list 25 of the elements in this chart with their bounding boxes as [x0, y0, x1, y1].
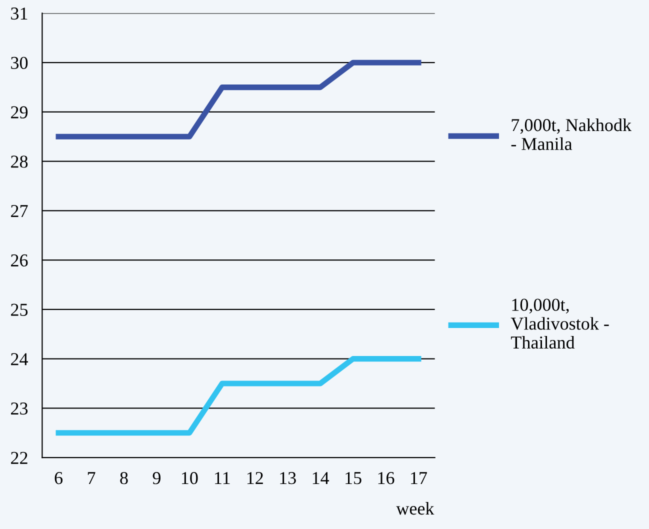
x-tick-label: 10	[182, 472, 198, 484]
legend-label: 10,000t, Vladivostok - Thailand	[510, 298, 609, 349]
y-tick-label: 27	[11, 205, 28, 217]
x-tick-label: 8	[120, 472, 128, 484]
y-tick-label: 25	[11, 304, 28, 316]
y-tick-label: 26	[11, 254, 28, 267]
y-tick-label: 22	[11, 452, 28, 464]
legend-label: 7,000t, Nakhodk - Manila	[511, 118, 632, 150]
x-tick-label: 13	[280, 472, 296, 484]
y-tick-label: 24	[11, 353, 28, 366]
x-tick-label: 16	[378, 472, 394, 484]
x-tick-label: 15	[346, 472, 362, 484]
x-tick-label: 7	[88, 472, 96, 484]
x-tick-label: 9	[152, 472, 160, 484]
x-tick-label: 6	[54, 472, 63, 484]
x-tick-label: 17	[411, 472, 427, 484]
x-tick-label: 11	[215, 472, 230, 484]
x-axis-title: week	[396, 502, 434, 515]
x-tick-label: 14	[312, 472, 330, 484]
x-tick-label: 12	[247, 472, 263, 484]
y-tick-label: 29	[11, 106, 28, 118]
y-tick-label: 31	[11, 8, 28, 20]
y-tick-label: 23	[11, 402, 28, 415]
y-tick-label: 30	[11, 56, 28, 70]
y-tick-label: 28	[11, 156, 28, 168]
